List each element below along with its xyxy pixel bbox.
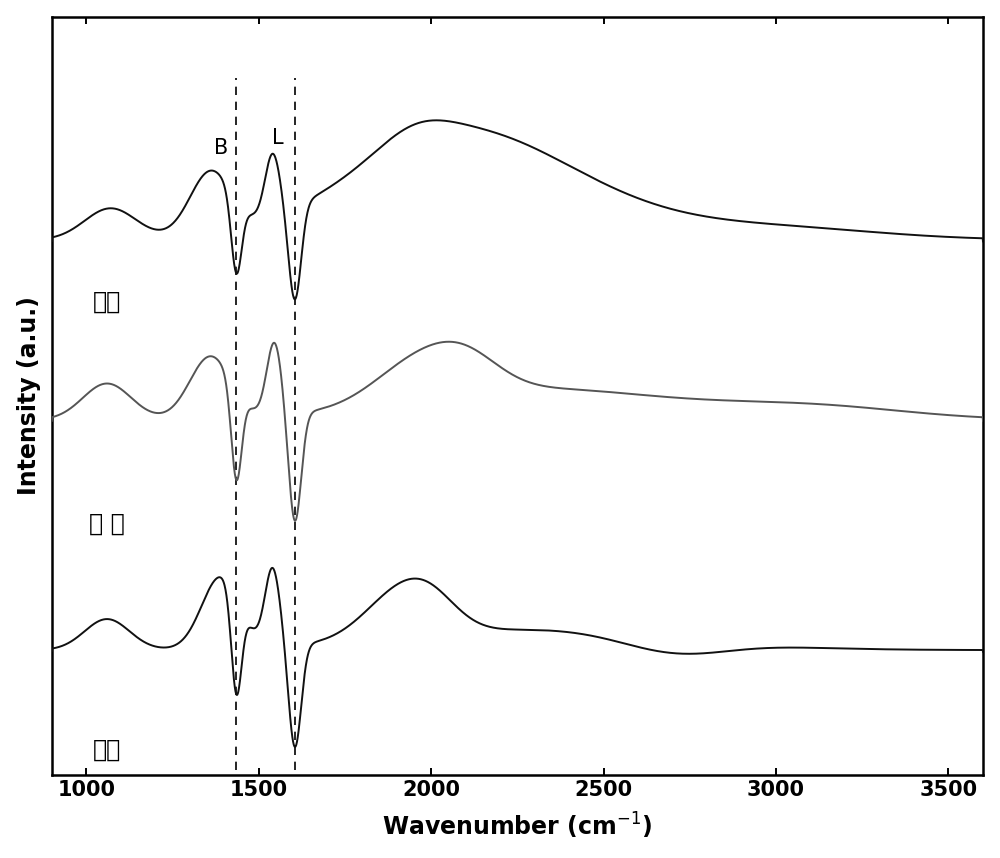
Text: B: B xyxy=(214,138,228,158)
Y-axis label: Intensity (a.u.): Intensity (a.u.) xyxy=(17,297,41,495)
Text: 再生: 再生 xyxy=(93,290,121,314)
X-axis label: Wavenumber (cm$^{-1}$): Wavenumber (cm$^{-1}$) xyxy=(382,811,652,842)
Text: L: L xyxy=(272,128,283,148)
Text: 失 活: 失 活 xyxy=(89,511,125,535)
Text: 新鲜: 新鲜 xyxy=(93,738,121,761)
